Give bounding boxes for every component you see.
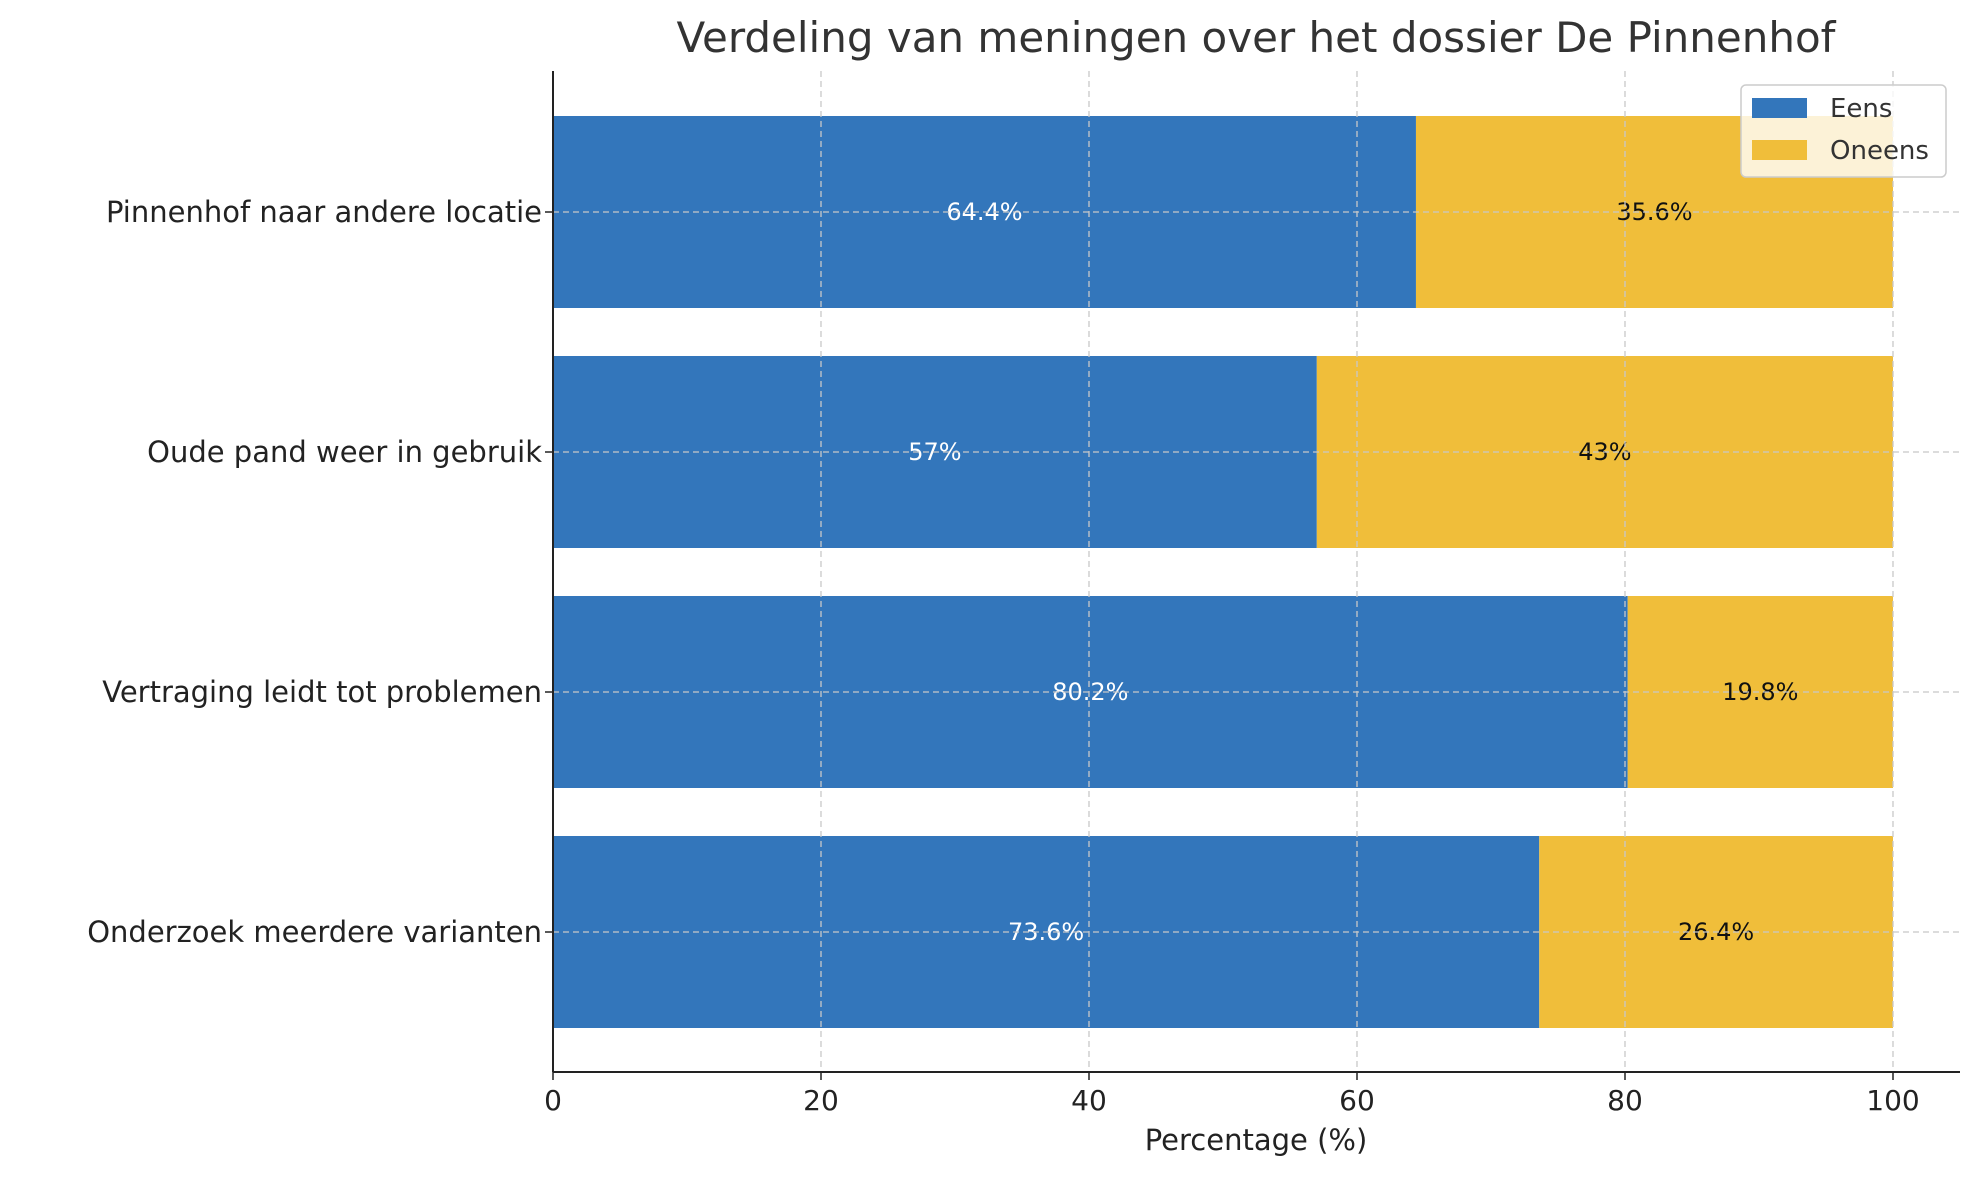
- legend-label: Eens: [1830, 94, 1892, 124]
- legend: Eens Oneens: [1740, 84, 1947, 178]
- y-tick-label: Onderzoek meerdere varianten: [87, 915, 542, 949]
- legend-swatch-eens: [1752, 98, 1807, 118]
- y-tick-label: Vertraging leidt tot problemen: [102, 675, 542, 709]
- x-axis-label: Percentage (%): [1145, 1123, 1368, 1157]
- y-tick-label: Oude pand weer in gebruik: [147, 435, 542, 469]
- x-tick-label: 20: [803, 1084, 839, 1117]
- legend-swatch-oneens: [1752, 140, 1807, 160]
- y-tick-label: Pinnenhof naar andere locatie: [106, 195, 542, 229]
- legend-label: Oneens: [1830, 136, 1929, 166]
- x-tick-label: 40: [1071, 1084, 1107, 1117]
- chart-title: Verdeling van meningen over het dossier …: [677, 13, 1837, 62]
- x-tick-label: 60: [1339, 1084, 1375, 1117]
- x-tick-label: 80: [1607, 1084, 1643, 1117]
- x-tick-label: 0: [544, 1084, 562, 1117]
- x-tick-label: 100: [1866, 1084, 1919, 1117]
